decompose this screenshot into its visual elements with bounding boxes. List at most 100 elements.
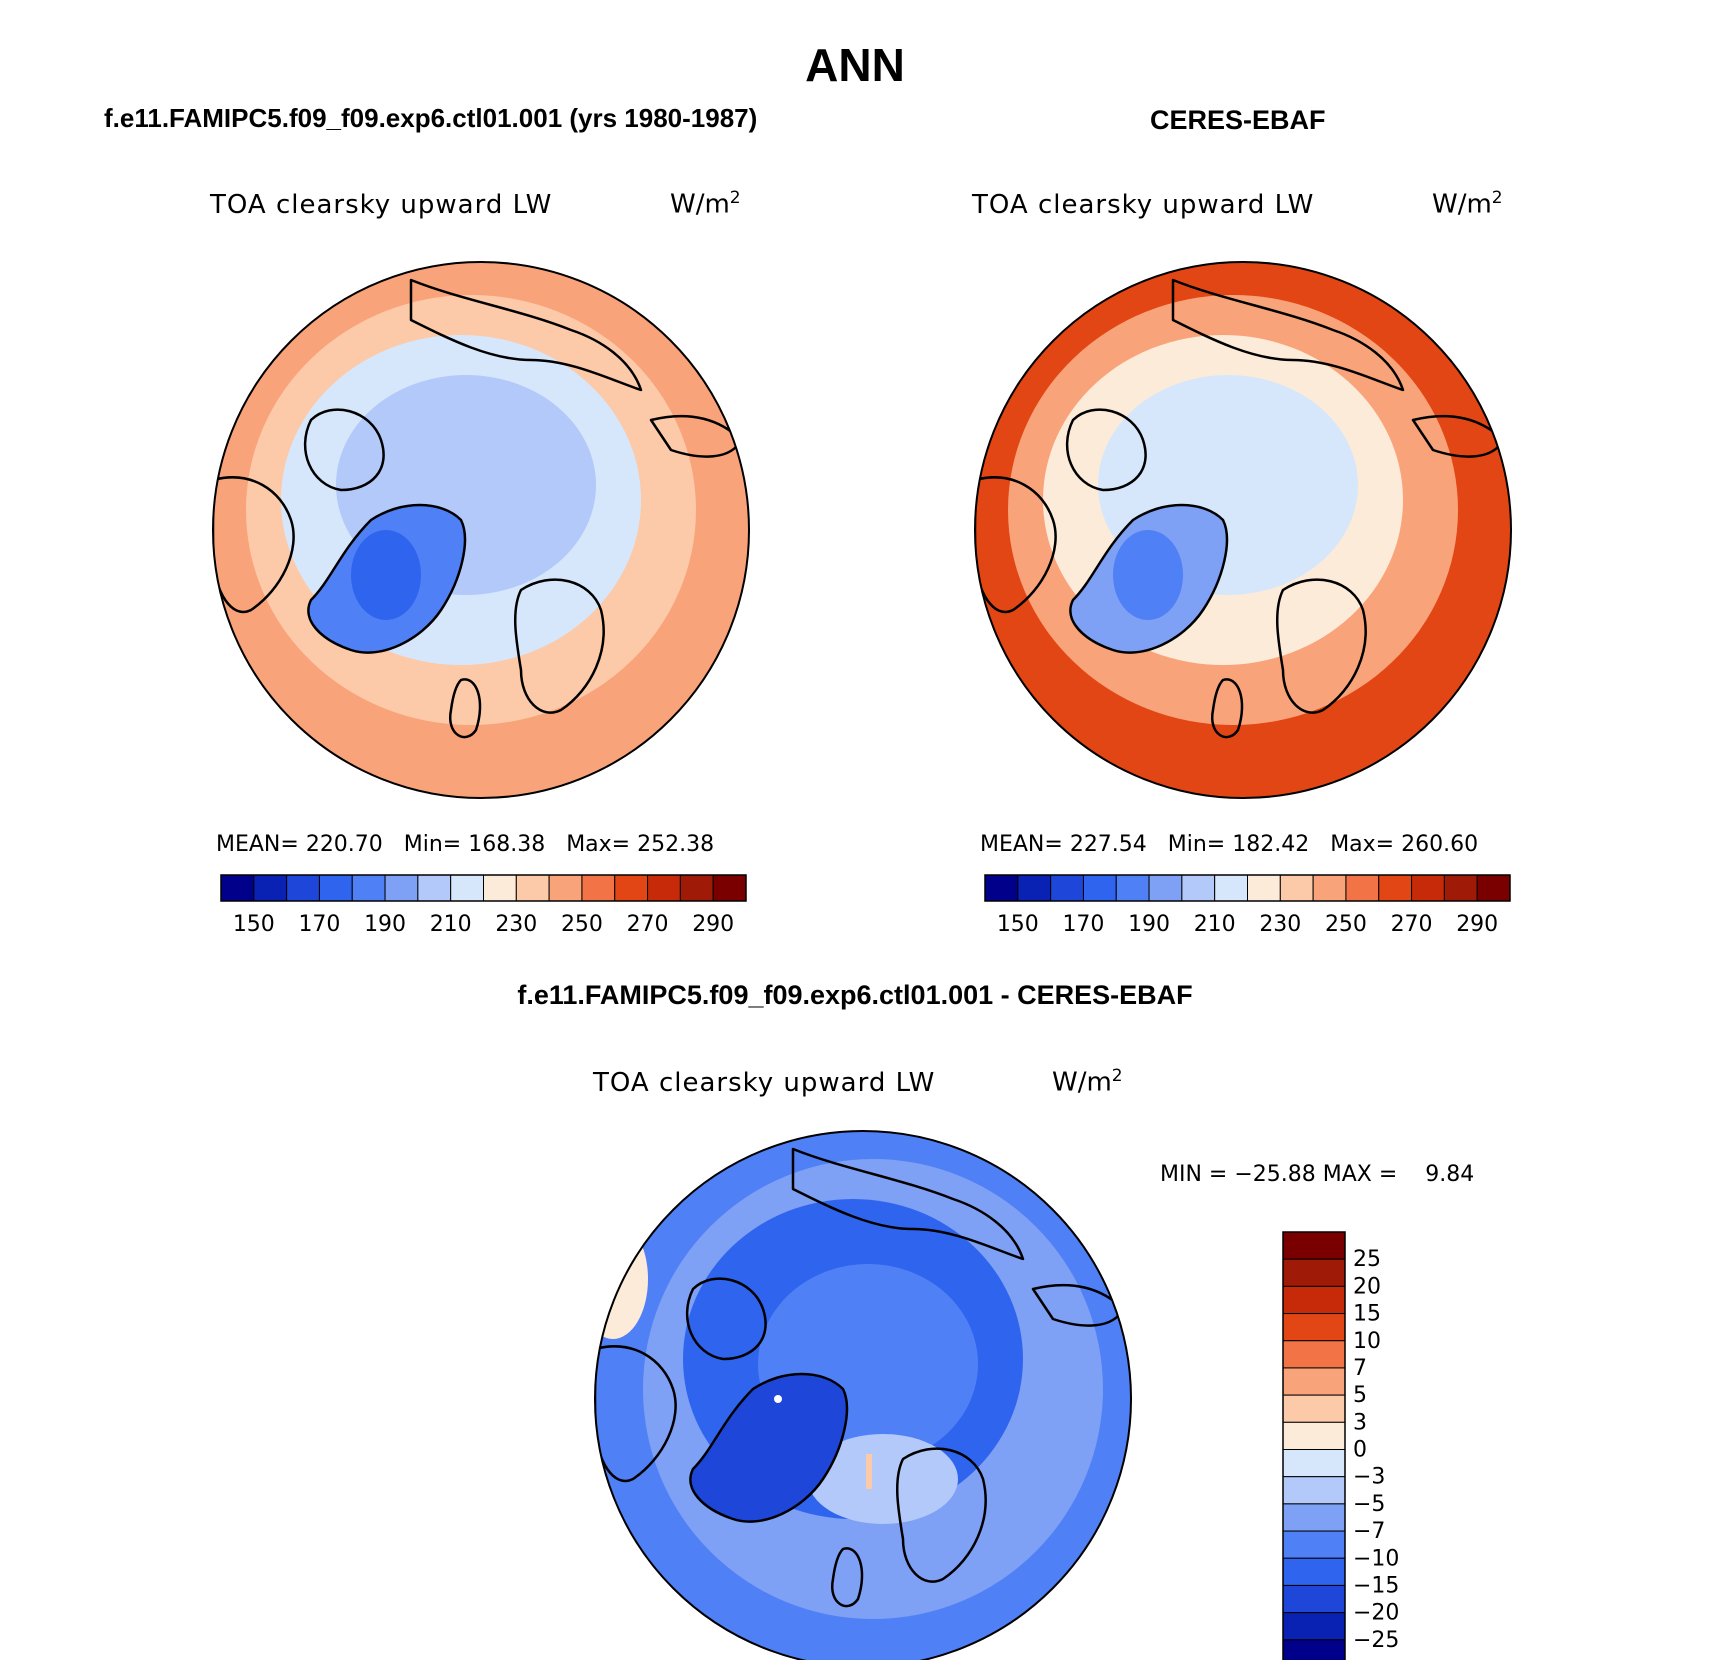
colorbar-box: [1148, 874, 1183, 902]
colorbar-box: [1082, 874, 1117, 902]
field-greenland-core: [1113, 530, 1183, 620]
north-america-coast: [975, 476, 1057, 614]
colorbar-tick-label: 250: [561, 912, 603, 937]
difference-units: W/m2: [1052, 1066, 1123, 1098]
colorbar-box: [1282, 1503, 1346, 1532]
colorbar-tick-label: 230: [495, 912, 537, 937]
colorbar-tick-label: 170: [1062, 912, 1104, 937]
colorbar-model: 150 170 190 210 230 250 270 290: [220, 874, 747, 937]
season-title: ANN: [805, 39, 905, 91]
colorbar-tick-label: 230: [1259, 912, 1301, 937]
colorbar-box: [1282, 1367, 1346, 1396]
colorbar-box: [1312, 874, 1347, 902]
colorbar-tick-label: 150: [997, 912, 1039, 937]
colorbar-box: [1214, 874, 1248, 902]
colorbar-tick-label: 5: [1353, 1383, 1367, 1408]
colorbar-box: [1282, 1394, 1346, 1423]
colorbar-box: [318, 874, 353, 902]
colorbar-box: [1282, 1231, 1346, 1260]
colorbar-box: [483, 874, 517, 902]
colorbar-box: [1282, 1258, 1346, 1287]
colorbar-box: [1050, 874, 1084, 902]
colorbar-box: [1282, 1584, 1346, 1614]
arctic-islands-coast: [1065, 408, 1147, 492]
colorbar-box: [1282, 1449, 1346, 1478]
colorbar-tick-label: 10: [1353, 1329, 1381, 1354]
colorbar-box: [1378, 874, 1413, 902]
colorbar-box: [614, 874, 649, 902]
colorbar-box: [1282, 1557, 1346, 1586]
scandinavia-coast: [1275, 578, 1367, 714]
panel-right-variable: TOA clearsky upward LW: [972, 190, 1315, 220]
units-base: W/m: [1052, 1067, 1112, 1098]
colorbar-tick-label: 190: [364, 912, 406, 937]
map-fill-group: [213, 262, 749, 798]
siberia-coast: [1171, 278, 1405, 392]
coastlines: [595, 1147, 1125, 1608]
colorbar-box: [1279, 874, 1314, 902]
colorbar-box: [220, 874, 255, 902]
map-difference: [594, 1130, 1132, 1660]
colorbar-box: [1411, 874, 1445, 902]
colorbar-tick-label: −5: [1353, 1492, 1385, 1517]
greenland-coast: [1069, 503, 1229, 654]
colorbar-box: [1443, 874, 1478, 902]
colorbar-box: [1181, 874, 1216, 902]
colorbar-tick-label: −3: [1353, 1465, 1385, 1490]
colorbar-box: [515, 874, 550, 902]
map-boundary-circle: [594, 1130, 1132, 1660]
colorbar-box: [417, 874, 452, 902]
colorbar-tick-label: 170: [298, 912, 340, 937]
colorbar-box: [1115, 874, 1150, 902]
panel-left-header: f.e11.FAMIPC5.f09_f09.exp6.ctl01.001 (yr…: [104, 103, 758, 133]
colorbar-tick-label: 290: [1456, 912, 1498, 937]
colorbar-tick-label: 290: [692, 912, 734, 937]
units-exponent: 2: [729, 188, 741, 208]
scandinavia-coast: [895, 1447, 987, 1583]
colorbar-tick-label: 20: [1353, 1274, 1381, 1299]
arctic-islands-coast: [685, 1277, 767, 1361]
colorbar-box: [1282, 1340, 1346, 1369]
colorbar-box: [581, 874, 616, 902]
colorbar-box: [984, 874, 1019, 902]
colorbar-tick-label: −15: [1353, 1573, 1399, 1598]
colorbar-tick-label: 150: [233, 912, 275, 937]
panel-right-header: CERES-EBAF: [1150, 105, 1326, 135]
map-fill-group: [595, 1131, 1131, 1660]
field-band-atlantic: [808, 1434, 958, 1524]
siberia-coast: [409, 278, 643, 392]
colorbar-box: [1345, 874, 1380, 902]
units-base: W/m: [1432, 189, 1492, 220]
panel-left-variable: TOA clearsky upward LW: [210, 190, 553, 220]
colorbar-tick-label: 15: [1353, 1302, 1381, 1327]
colorbar-tick-label: −7: [1353, 1519, 1385, 1544]
field-positive-streak: [866, 1454, 872, 1489]
colorbar-tick-label: −10: [1353, 1546, 1399, 1571]
colorbar-box: [1476, 874, 1511, 902]
field-greenland: [690, 1374, 847, 1522]
colorbar-box: [1282, 1612, 1346, 1641]
difference-minmax: MIN = −25.88 MAX = 9.84: [1160, 1162, 1475, 1187]
pole-marker: [774, 1395, 782, 1403]
colorbar-box: [384, 874, 419, 902]
greenland-coast: [689, 1372, 849, 1523]
colorbar-tick-label: −25: [1353, 1628, 1399, 1653]
field-positive-patch: [595, 1219, 648, 1339]
colorbar-box: [1282, 1313, 1346, 1342]
colorbar-tick-label: 250: [1325, 912, 1367, 937]
panel-right-units: W/m2: [1432, 188, 1503, 220]
colorbar-box: [679, 874, 714, 902]
colorbar-box: [647, 874, 681, 902]
colorbar-tick-label: 3: [1353, 1410, 1367, 1435]
colorbar-ceres: 150 170 190 210 230 250 270 290: [984, 874, 1511, 937]
map-boundary-circle: [212, 261, 750, 799]
colorbar-box: [1282, 1530, 1346, 1559]
colorbar-box: [1247, 874, 1281, 902]
colorbar-tick-label: 210: [430, 912, 472, 937]
difference-header: f.e11.FAMIPC5.f09_f09.exp6.ctl01.001 - C…: [517, 980, 1193, 1010]
units-base: W/m: [670, 189, 730, 220]
map-model: [212, 261, 750, 799]
